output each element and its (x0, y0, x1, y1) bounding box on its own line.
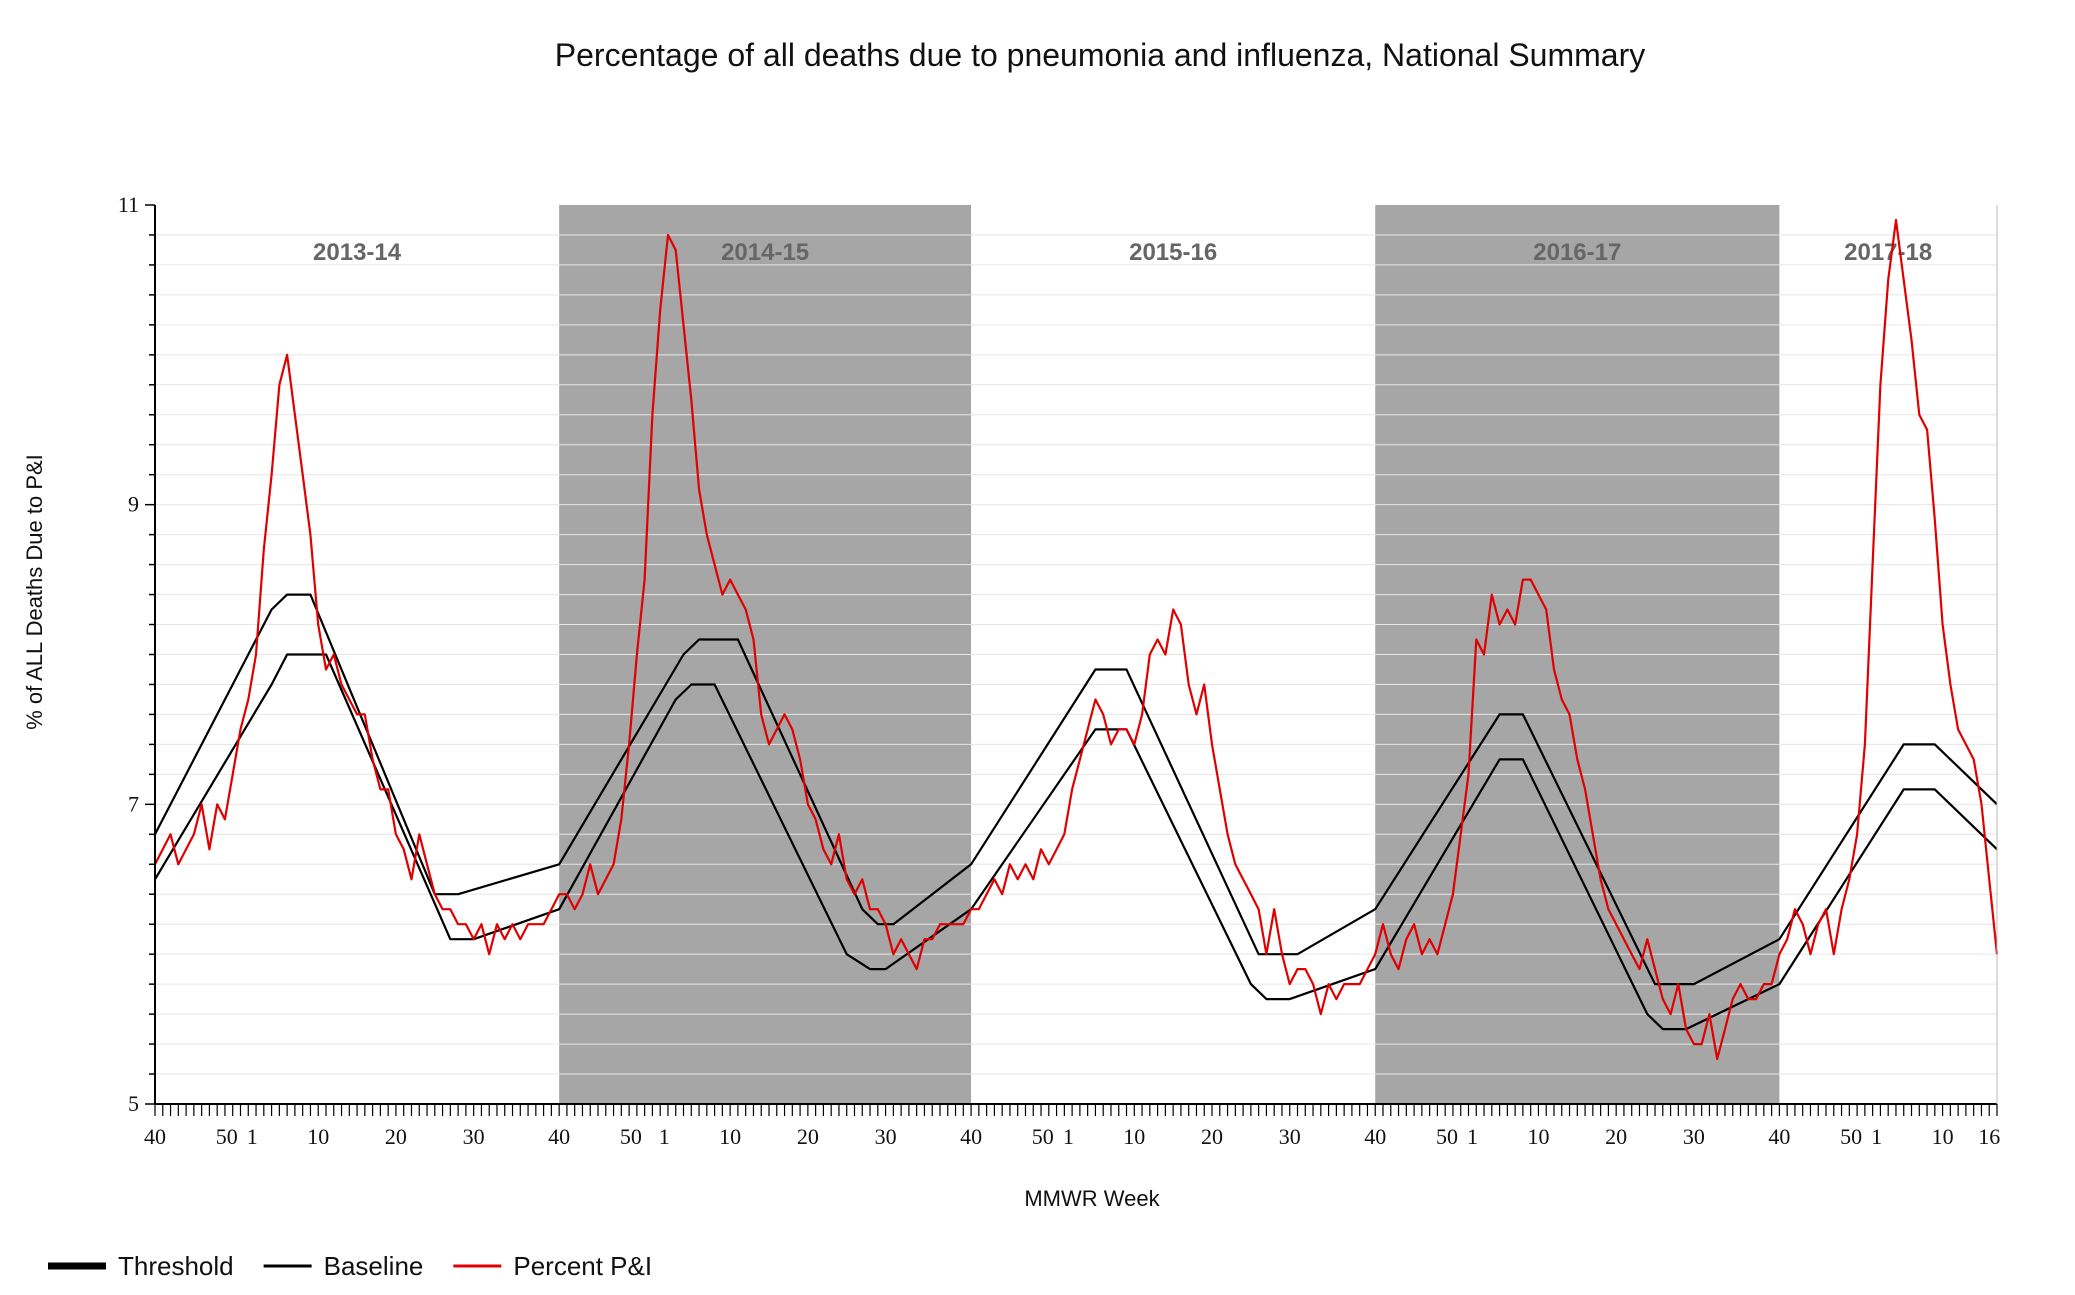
y-tick-label: 7 (128, 791, 139, 816)
x-tick-label: 10 (307, 1124, 329, 1149)
x-tick-labels: 40 50 1 10 20 30 40 50 1 10 20 30 40 50 1 10 20 30 40 50 1 10… (144, 1124, 2000, 1149)
axes (145, 204, 1998, 1116)
series-line-baseline (154, 653, 1998, 1031)
x-tick-label: 40 (960, 1124, 982, 1149)
x-tick-label: 50 (1840, 1124, 1862, 1149)
legend-label: Threshold (118, 1251, 234, 1281)
x-tick-label: 30 (1279, 1124, 1301, 1149)
y-tick-label: 11 (118, 192, 139, 217)
x-tick-label: 10 (719, 1124, 741, 1149)
season-label: 2015-16 (1129, 239, 1217, 266)
x-tick-label: 40 (1768, 1124, 1790, 1149)
x-tick-label: 50 (1032, 1124, 1054, 1149)
x-tick-label: 40 (1364, 1124, 1386, 1149)
y-tick-label: 9 (128, 492, 139, 517)
x-tick-label: 20 (1201, 1124, 1223, 1149)
x-tick-label: 10 (1123, 1124, 1145, 1149)
series-line-threshold (154, 593, 1998, 986)
y-tick-label: 5 (128, 1091, 139, 1116)
x-tick-label: 50 (216, 1124, 238, 1149)
x-tick-label: 30 (875, 1124, 897, 1149)
x-tick-label: 1 (1871, 1124, 1882, 1149)
legend: Threshold Baseline Percent P&I (48, 1251, 652, 1281)
x-tick-label: 30 (463, 1124, 485, 1149)
season-label: 2017-18 (1844, 239, 1932, 266)
series-lines (154, 218, 1999, 1061)
season-label: 2014-15 (721, 239, 809, 266)
chart-title: Percentage of all deaths due to pneumoni… (555, 37, 1645, 73)
x-tick-label: 16 (1978, 1124, 2000, 1149)
x-tick-label: 1 (1467, 1124, 1478, 1149)
series-line-percent-p-i (154, 218, 1999, 1061)
x-tick-label: 1 (1063, 1124, 1074, 1149)
season-labels: 2013-14 2014-15 2015-16 2016-17 2017-18 (313, 239, 1932, 266)
x-tick-label: 50 (620, 1124, 642, 1149)
x-tick-label: 20 (1605, 1124, 1627, 1149)
x-tick-label: 1 (247, 1124, 258, 1149)
legend-label: Baseline (324, 1251, 424, 1281)
x-tick-label: 20 (797, 1124, 819, 1149)
x-tick-label: 20 (385, 1124, 407, 1149)
x-tick-label: 10 (1527, 1124, 1549, 1149)
x-tick-label: 10 (1932, 1124, 1954, 1149)
x-tick-label: 1 (659, 1124, 670, 1149)
y-tick-labels: 5 7 9 11 (118, 192, 139, 1116)
season-label: 2016-17 (1533, 239, 1621, 266)
x-tick-label: 40 (548, 1124, 570, 1149)
x-tick-label: 40 (144, 1124, 166, 1149)
y-axis-label: % of ALL Deaths Due to P&I (22, 454, 47, 730)
season-label: 2013-14 (313, 239, 402, 266)
x-axis-label: MMWR Week (1024, 1186, 1160, 1211)
legend-label: Percent P&I (513, 1251, 652, 1281)
x-tick-label: 30 (1683, 1124, 1705, 1149)
x-tick-label: 50 (1436, 1124, 1458, 1149)
